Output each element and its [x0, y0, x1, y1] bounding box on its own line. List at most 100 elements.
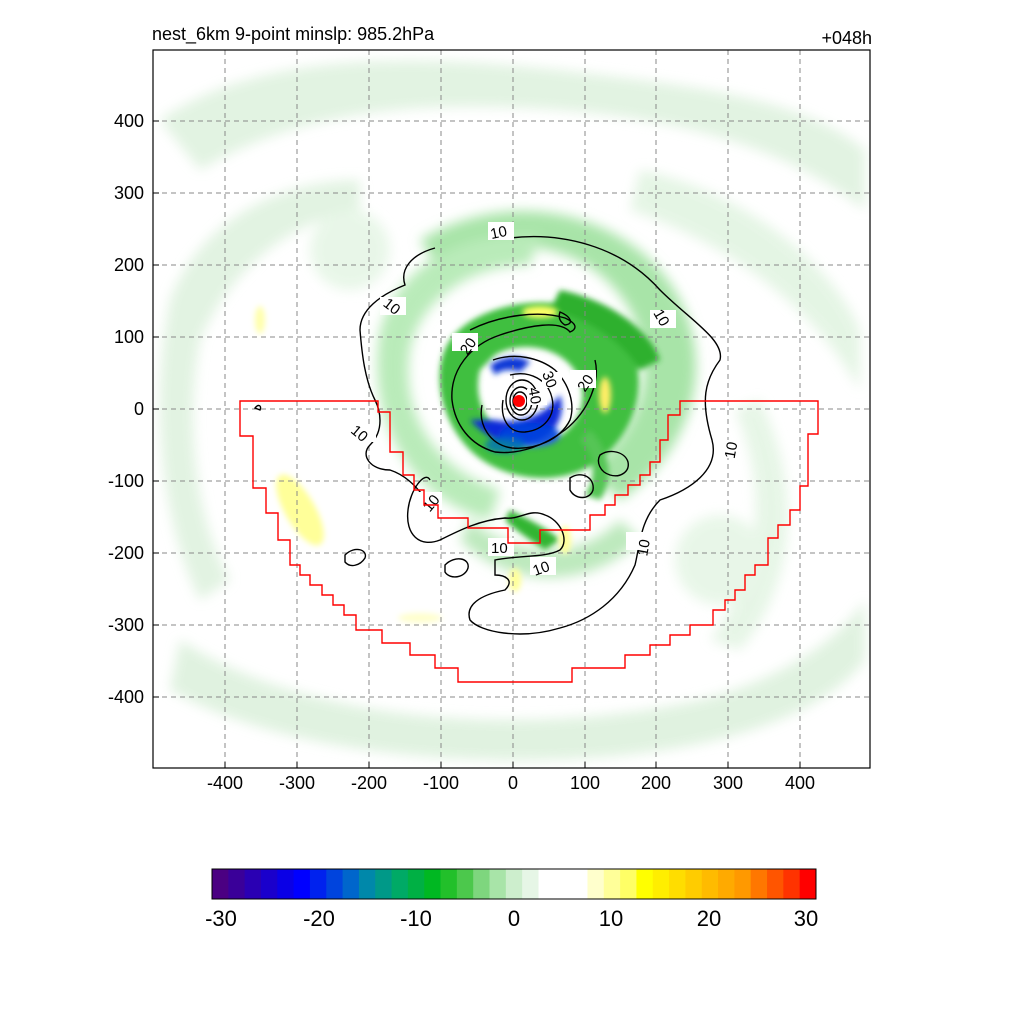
- contour-outer: [406, 235, 722, 635]
- colorbar-swatches: [212, 869, 817, 899]
- contour-label: 10: [489, 223, 509, 243]
- colorbar-swatch: [554, 869, 572, 899]
- x-tick-label: -100: [423, 773, 459, 793]
- outer-band-north: [160, 60, 865, 211]
- analysis-boundary: [239, 400, 819, 683]
- spiral-band-1: [420, 211, 697, 500]
- colorbar-swatch: [685, 869, 703, 899]
- colorbar-swatch: [571, 869, 588, 899]
- contour-label: 20: [457, 335, 480, 358]
- axis-ticks: [153, 120, 801, 768]
- colorbar-swatch: [603, 869, 621, 899]
- positive-patch-sw: [276, 474, 324, 546]
- y-axis-labels: 400 300 200 100 0 -100 -200 -300 -400: [108, 111, 144, 707]
- contour-20-inner: [480, 355, 573, 449]
- wind-contours: [253, 235, 722, 635]
- x-tick-label: -400: [207, 773, 243, 793]
- colorbar-swatch: [505, 869, 523, 899]
- colorbar-swatch: [456, 869, 474, 899]
- shaded-field: [160, 60, 865, 760]
- spiral-band-3: [460, 520, 640, 578]
- colorbar-swatch: [309, 869, 327, 899]
- contour-label: 40: [524, 386, 544, 405]
- colorbar-swatch: [734, 869, 752, 899]
- colorbar-swatch: [260, 869, 278, 899]
- colorbar-swatch: [391, 869, 409, 899]
- x-tick-label: 300: [713, 773, 743, 793]
- contour-label: 20: [574, 372, 597, 395]
- outer-band-west: [160, 180, 360, 600]
- x-tick-label: -200: [351, 773, 387, 793]
- y-tick-label: 0: [134, 399, 144, 419]
- outer-band-northeast: [630, 170, 860, 390]
- colorbar-swatch: [767, 869, 784, 899]
- outer-band-east: [710, 400, 788, 650]
- contour-label: 10: [380, 295, 404, 319]
- colorbar-swatch: [718, 869, 735, 899]
- colorbar-swatch: [799, 869, 817, 899]
- y-tick-label: 400: [114, 111, 144, 131]
- y-tick-label: -200: [108, 543, 144, 563]
- contour-label: 10: [491, 540, 508, 557]
- x-tick-label: 200: [641, 773, 671, 793]
- colorbar-swatch: [212, 869, 229, 899]
- x-tick-label: -300: [279, 773, 315, 793]
- colorbar-tick-label: 10: [599, 906, 623, 931]
- colorbar-tick-label: 30: [794, 906, 818, 931]
- colorbar-swatch: [326, 869, 344, 899]
- colorbar-swatch: [424, 869, 442, 899]
- colorbar-swatch: [701, 869, 719, 899]
- colorbar-swatch: [244, 869, 262, 899]
- positive-patch-east: [599, 377, 611, 413]
- colorbar-swatch: [636, 869, 654, 899]
- colorbar-swatch: [489, 869, 507, 899]
- forecast-hour-label: +048h: [821, 28, 872, 48]
- rainband-green-south: [505, 510, 560, 550]
- positive-patch-north: [522, 306, 558, 318]
- y-tick-label: -300: [108, 615, 144, 635]
- rainband-green-north: [550, 290, 660, 370]
- colorbar-tick-label: -20: [303, 906, 335, 931]
- contour-labels: 10 10 10 10 10 10 10 10 10 20 20 30 40: [347, 222, 741, 580]
- colorbar-swatch: [293, 869, 311, 899]
- colorbar-swatch: [473, 869, 491, 899]
- grid-lines: [153, 50, 870, 768]
- vorticity-core-blue-2: [490, 357, 530, 375]
- contour-east-lobe: [597, 450, 629, 477]
- contour-label: 10: [634, 538, 654, 557]
- colorbar: -30 -20 -10 0 10 20 30: [205, 868, 818, 931]
- y-tick-label: -100: [108, 471, 144, 491]
- storm-center-marker: [513, 395, 525, 407]
- spiral-band-2: [377, 234, 540, 520]
- x-axis-labels: -400 -300 -200 -100 0 100 200 300 400: [207, 773, 815, 793]
- colorbar-swatch: [669, 869, 686, 899]
- rainband-green-east: [580, 430, 609, 500]
- outer-band-south: [170, 600, 865, 760]
- x-tick-label: 0: [508, 773, 518, 793]
- colorbar-swatch: [440, 869, 458, 899]
- colorbar-swatch: [342, 869, 360, 899]
- contour-label: 30: [538, 369, 560, 390]
- contour-30: [501, 373, 554, 433]
- contour-west: [359, 247, 436, 499]
- colorbar-frame: [211, 868, 817, 900]
- colorbar-swatch: [620, 869, 637, 899]
- colorbar-swatch: [783, 869, 801, 899]
- colorbar-swatch: [228, 869, 246, 899]
- y-tick-label: 200: [114, 255, 144, 275]
- colorbar-swatch: [652, 869, 670, 899]
- x-tick-label: 100: [570, 773, 600, 793]
- y-tick-label: 100: [114, 327, 144, 347]
- y-tick-label: -400: [108, 687, 144, 707]
- contour-label: 10: [531, 558, 552, 580]
- contour-label: 10: [722, 441, 742, 460]
- colorbar-swatch: [375, 869, 393, 899]
- colorbar-tick-label: 0: [508, 906, 520, 931]
- colorbar-swatch: [750, 869, 768, 899]
- colorbar-tick-label: 20: [697, 906, 721, 931]
- plot-area: 10 10 10 10 10 10 10 10 10 20 20 30 40: [153, 50, 870, 768]
- colorbar-tick-label: -10: [400, 906, 432, 931]
- colorbar-swatch: [522, 869, 539, 899]
- colorbar-tick-label: -30: [205, 906, 237, 931]
